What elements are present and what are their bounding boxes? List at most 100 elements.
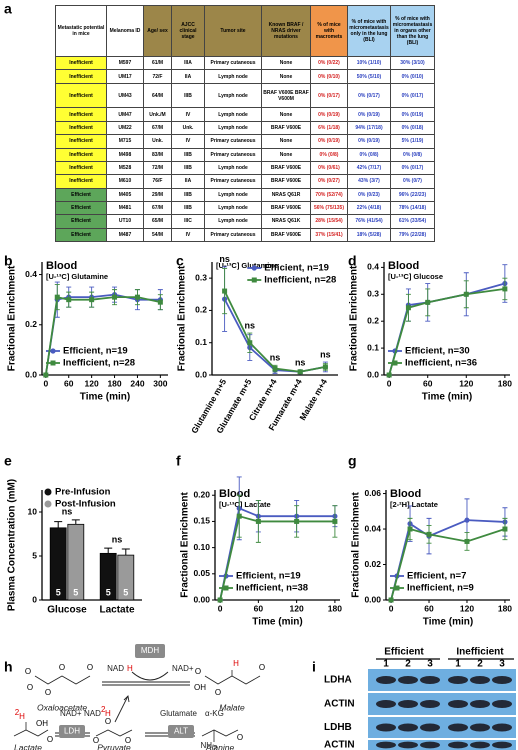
legend-label: Pre-Infusion xyxy=(55,487,111,498)
y-axis-label: Fractional Enrichment xyxy=(177,265,188,371)
legend-marker xyxy=(50,360,56,366)
table-cell: None xyxy=(261,107,311,122)
blot-band xyxy=(376,723,396,732)
legend-label: Efficient, n=19 xyxy=(63,346,128,357)
diagram-label: 2 xyxy=(101,705,106,714)
blot-strip xyxy=(368,717,516,738)
data-point xyxy=(322,364,328,370)
y-tick-label: 0.20 xyxy=(193,489,210,499)
table-row: Inefficient M498 83/M IIIB Primary cutaneous… xyxy=(55,147,435,162)
atom-label: OH xyxy=(36,719,48,728)
table-cell: None xyxy=(261,55,311,71)
blot-row-label: LDHA xyxy=(324,675,352,686)
blot-band xyxy=(398,741,418,749)
header-cell: Melanoma ID xyxy=(106,5,144,57)
table-cell: 0% (0/19) xyxy=(390,107,435,122)
table-cell: 70% (52/74) xyxy=(310,187,348,202)
chart-subtitle: [U-¹³C] Glucose xyxy=(388,272,443,281)
blot-band xyxy=(376,676,396,684)
chart-title: Blood xyxy=(46,260,77,272)
x-tick-label: 120 xyxy=(459,378,473,388)
y-tick-label: 0.3 xyxy=(367,289,379,299)
diagram-label: NH xyxy=(200,741,212,750)
diagram-label: Alanine xyxy=(205,742,235,750)
data-point xyxy=(157,299,163,305)
pyruvate-skeleton xyxy=(95,729,133,737)
diagram-label: Oxaloacetate xyxy=(37,702,87,712)
diagram-label: NAD xyxy=(107,664,124,673)
count-label: 5 xyxy=(56,587,61,597)
y-tick-label: 0.00 xyxy=(193,594,210,604)
table-row: Inefficient M597 61/M IIIA Primary cutaneous… xyxy=(55,55,435,71)
table-cell: IV xyxy=(171,227,205,243)
table-row: Inefficient M610 76/F IIA Primary cutaneous B… xyxy=(55,174,435,189)
table-cell: None xyxy=(261,134,311,149)
header-cell: % of mice with micrometastasis only in t… xyxy=(347,5,391,57)
blot-band xyxy=(420,723,440,732)
table-cell: M481 xyxy=(106,200,144,216)
table-cell: Inefficient xyxy=(55,134,107,149)
y-tick-label: 5 xyxy=(32,550,37,560)
table-cell: Inefficient xyxy=(55,82,107,109)
error-bar xyxy=(121,548,130,556)
table-cell: 0% (0/17) xyxy=(310,82,348,109)
table-cell: IIA xyxy=(171,174,205,189)
x-tick-label: 180 xyxy=(498,603,512,613)
blot-band xyxy=(492,700,512,708)
table-cell: 54/M xyxy=(143,227,172,243)
legend-label: Efficient, n=19 xyxy=(264,263,329,274)
table-cell: Efficient xyxy=(55,187,107,202)
y-tick-label: 0.06 xyxy=(364,488,381,498)
table-cell: 0% (0/17) xyxy=(390,82,435,109)
atom-label: O xyxy=(93,736,99,745)
blot-band xyxy=(492,723,512,732)
enzyme-box xyxy=(135,644,165,658)
chart-title: Blood xyxy=(388,260,419,272)
table-cell: Lymph node xyxy=(204,69,262,84)
table-cell: 72/F xyxy=(143,69,172,84)
legend-label: Efficient, n=7 xyxy=(407,571,466,582)
chart-title: Blood xyxy=(219,488,250,500)
table-cell: M597 xyxy=(106,55,144,71)
diagram-label: H xyxy=(233,659,239,668)
table-cell: Primary cutaneous xyxy=(204,147,262,162)
data-point xyxy=(464,538,470,544)
header-cell: Tumor site xyxy=(204,5,262,57)
table-cell: M610 xyxy=(106,174,144,189)
lane-label: 3 xyxy=(427,659,433,670)
chart-subtitle: [U-¹³C] Glutamine xyxy=(216,261,278,270)
y-axis-label: Fractional Enrichment xyxy=(180,492,191,598)
header-cell: % of mice with micrometastasis in organs… xyxy=(390,5,435,57)
x-tick-label: 60 xyxy=(64,378,74,388)
table-cell: Unk. xyxy=(143,134,172,149)
lane-label: 2 xyxy=(477,659,483,670)
table-cell: IV xyxy=(171,107,205,122)
diagram-label: H xyxy=(127,664,133,673)
diagram-label: H xyxy=(105,709,111,718)
legend-marker xyxy=(44,488,52,496)
atom-label: OH xyxy=(194,683,206,692)
alanine-skeleton xyxy=(201,729,239,737)
blot-row-label: ACTIN xyxy=(324,740,355,750)
table-cell: Primary cutaneous xyxy=(204,227,262,243)
y-tick-label: 0.2 xyxy=(195,305,207,315)
diagram-label: Glutamate xyxy=(160,709,197,718)
table-cell: IIA xyxy=(171,69,205,84)
table-row: Inefficient UM47 Unk./M IV Lymph node None 0% … xyxy=(55,107,435,122)
data-point xyxy=(236,513,242,519)
header-cell: Metastatic potential in mice xyxy=(55,5,107,57)
table-cell: Inefficient xyxy=(55,55,107,71)
x-axis-label: Time (min) xyxy=(252,617,302,628)
chemical-structures xyxy=(13,670,261,742)
table-cell: 0% (0/19) xyxy=(347,134,391,149)
atom-label: O xyxy=(259,663,265,672)
data-point xyxy=(255,518,261,524)
panel-label: e xyxy=(4,453,12,469)
arrowhead xyxy=(123,695,130,703)
x-tick-label: 0 xyxy=(43,378,48,388)
table-cell: 50% (5/10) xyxy=(347,69,391,84)
panel-label: i xyxy=(312,659,316,675)
data-point xyxy=(217,597,223,603)
x-tick-label: Glucose xyxy=(47,605,87,616)
